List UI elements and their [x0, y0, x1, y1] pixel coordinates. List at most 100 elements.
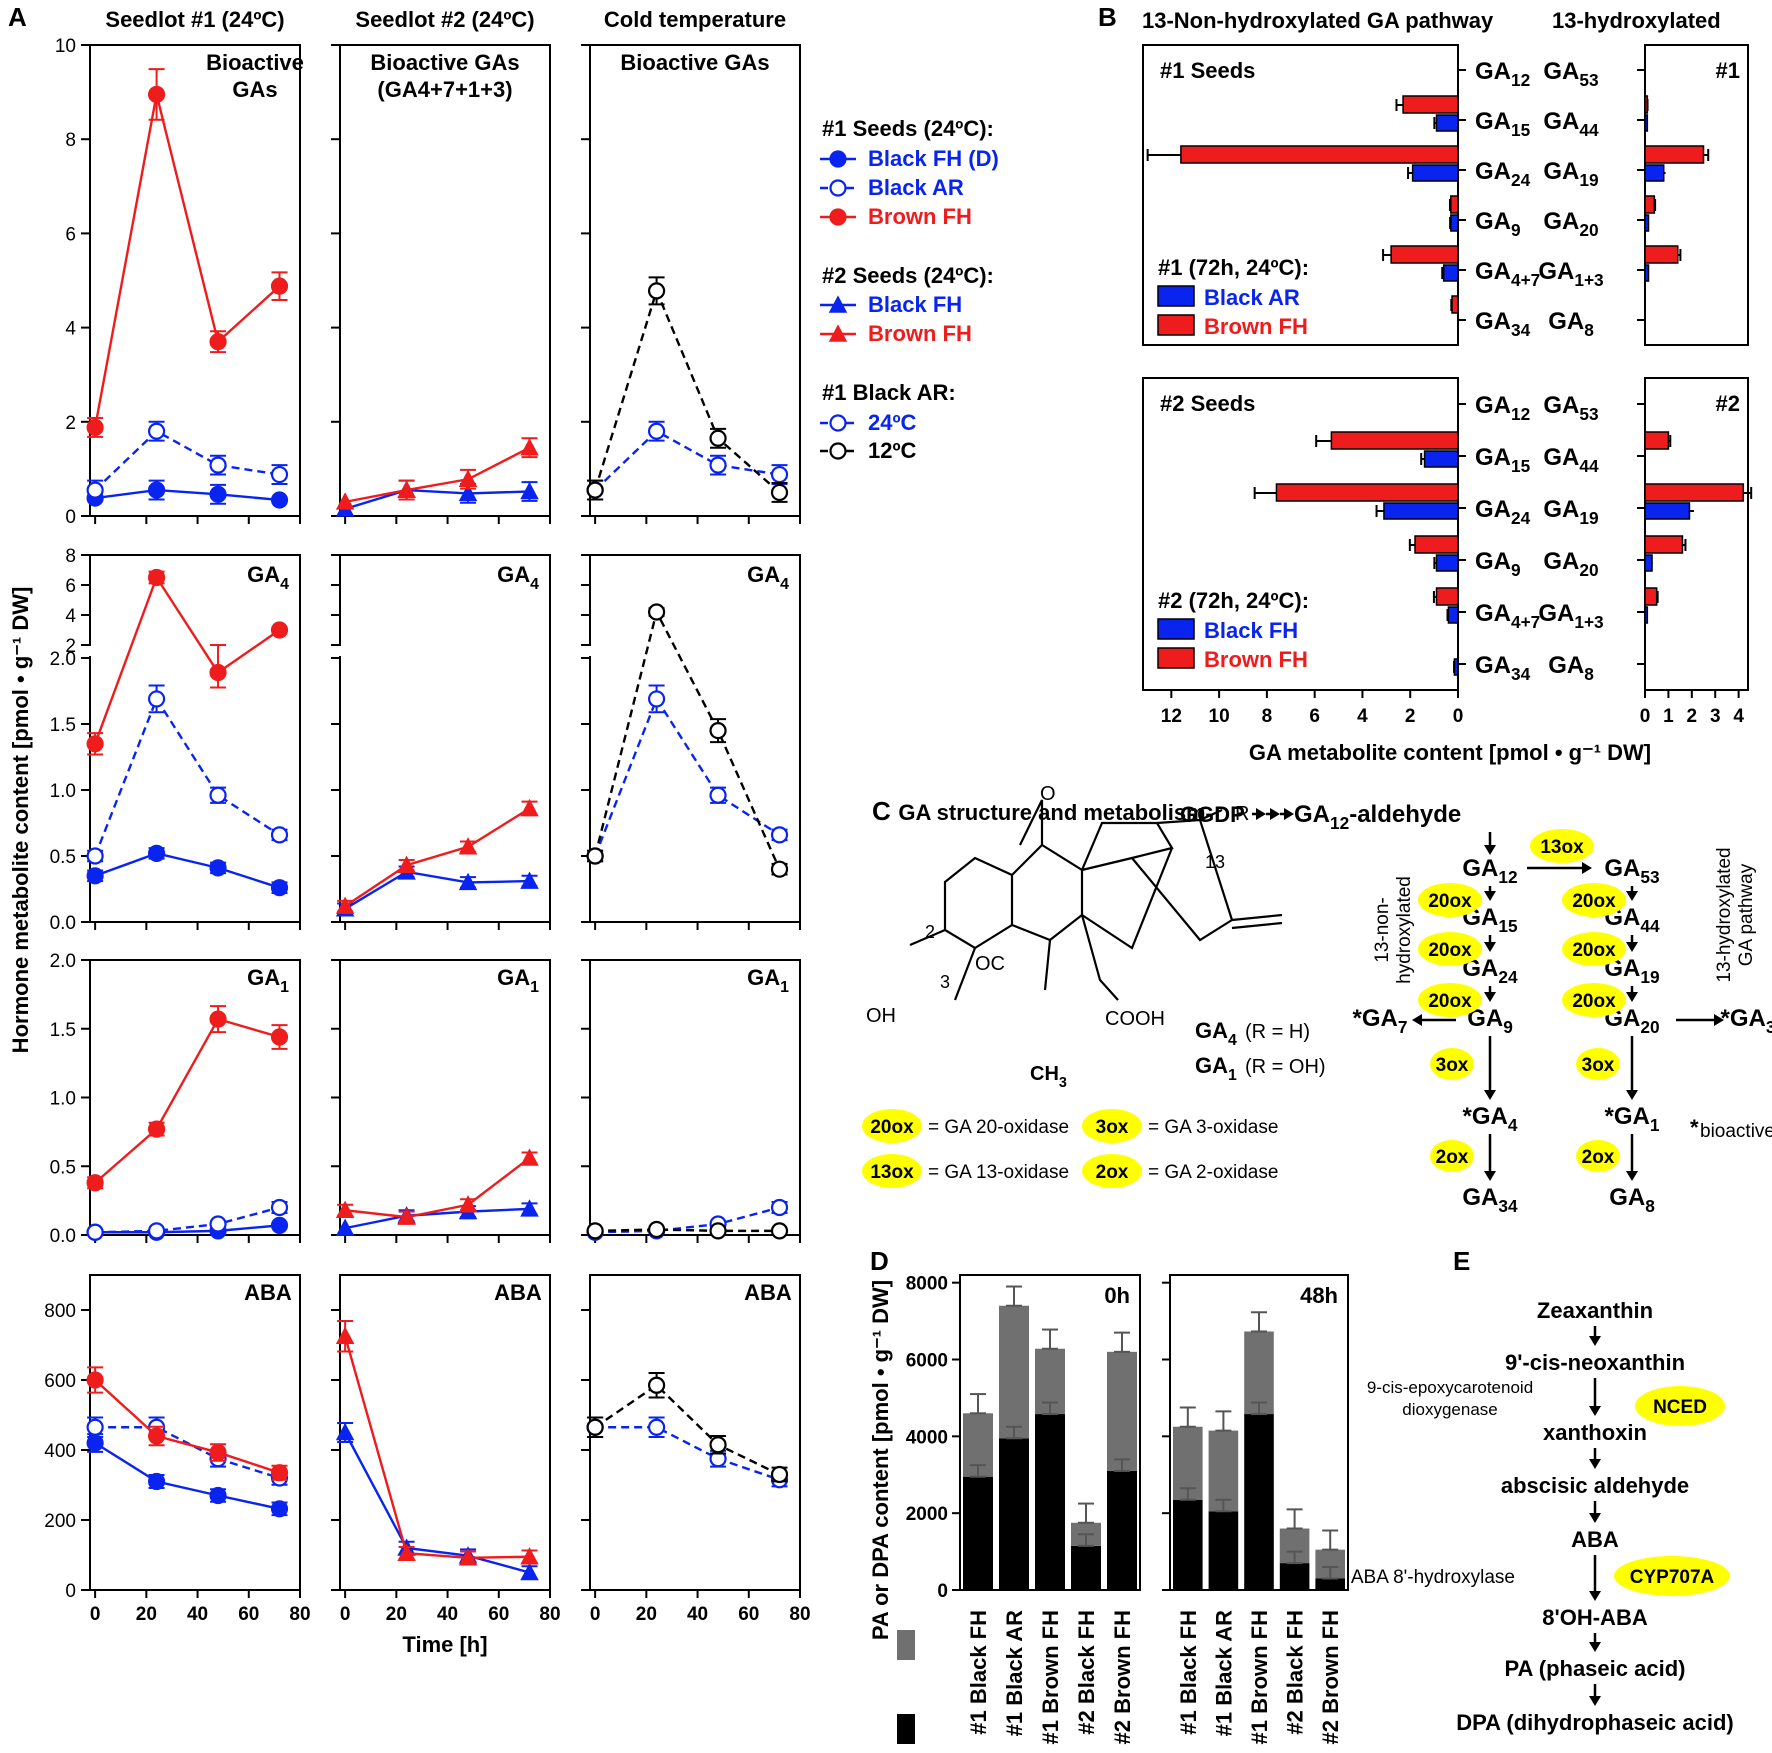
legend-title: #2 (72h, 24ºC):: [1158, 588, 1309, 613]
data-point: [520, 1148, 539, 1166]
y-tick-label: 0.5: [50, 847, 76, 868]
metabolite-label-left: GA15: [1475, 108, 1531, 140]
plot-frame: [89, 44, 301, 517]
data-point: [147, 568, 166, 587]
series-line: [344, 488, 530, 511]
legend-item: Black FH: [868, 292, 962, 317]
legend-item: 12ºC: [868, 438, 917, 463]
pathway-step: xanthoxin: [1543, 1420, 1647, 1445]
data-point: [458, 483, 478, 502]
data-point: [770, 826, 789, 844]
data-point: [647, 1376, 666, 1394]
series-line: [344, 1431, 530, 1574]
y-tick-label: 10: [55, 36, 76, 57]
pathway-step: DPA (dihydrophaseic acid): [1456, 1710, 1734, 1735]
enzyme-20ox-label: 20ox: [1572, 891, 1616, 912]
bar-brown: [1275, 483, 1459, 502]
arrow-head: [1626, 891, 1638, 901]
arrow-head: [1484, 845, 1496, 855]
seedlot-label: #1: [1716, 58, 1740, 83]
series-line: [594, 1383, 781, 1476]
bar-dpa: [1315, 1578, 1345, 1590]
bar-black: [1447, 606, 1459, 624]
data-point: [458, 1195, 478, 1213]
data-point: [209, 786, 227, 804]
y-tick-label: 2.0: [50, 649, 76, 670]
metabolite-label-left: GA4+7: [1475, 258, 1540, 290]
legend-title: #1 (72h, 24ºC):: [1158, 255, 1309, 280]
arrow-head: [1626, 1090, 1638, 1100]
panel-letter-d: D: [870, 1246, 889, 1276]
panel-letter-c: C: [872, 796, 891, 826]
enzyme-13ox-label: 13ox: [1540, 837, 1584, 858]
data-point: [520, 481, 539, 500]
legend-marker: [829, 208, 847, 226]
series-line: [94, 1017, 280, 1184]
bar-dpa: [1208, 1511, 1239, 1590]
pathway-right-node: GA53: [1604, 855, 1659, 887]
enzyme-text: dioxygenase: [1402, 1400, 1497, 1419]
plot-frame: [339, 1274, 551, 1591]
bar-black: [1644, 164, 1665, 182]
plot-frame: [1142, 44, 1459, 346]
metabolite-label-right: GA1+3: [1538, 600, 1603, 632]
data-point: [709, 721, 727, 740]
enzyme-nced-label: NCED: [1653, 1397, 1707, 1418]
bar-pa: [1107, 1351, 1137, 1471]
data-point: [270, 277, 289, 295]
row-label-ga1: GA1: [497, 965, 539, 996]
arrow-head: [1589, 1513, 1601, 1523]
enzyme-20ox-label: 20ox: [1572, 940, 1616, 961]
enzyme-legend-text: = GA 2-oxidase: [1148, 1162, 1278, 1183]
data-point: [209, 1010, 227, 1028]
panel-letter-e: E: [1453, 1246, 1470, 1276]
category-label: #1 Black FH: [1176, 1610, 1201, 1735]
plot-frame: [339, 959, 551, 1236]
struct-13: 13: [1205, 852, 1225, 872]
struct-ch3: CH3: [1030, 1063, 1067, 1091]
timepoint-label: 48h: [1300, 1283, 1338, 1308]
bar-brown: [1644, 145, 1705, 164]
data-point: [209, 859, 227, 877]
plot-frame: [589, 554, 801, 923]
y-tick-label: 200: [44, 1511, 76, 1532]
data-point: [86, 1174, 104, 1192]
pathway-step: PA (phaseic acid): [1505, 1656, 1686, 1681]
x-tick-label: 1: [1663, 706, 1674, 727]
x-tick-label: 80: [789, 1604, 810, 1625]
panel-letter-b: B: [1098, 2, 1117, 32]
series-line: [594, 429, 780, 491]
data-point: [147, 1472, 166, 1491]
data-point: [770, 1222, 789, 1240]
legend-item: Black FH: [1204, 618, 1298, 643]
x-tick-label: 0: [90, 1604, 101, 1625]
data-point: [209, 1486, 227, 1505]
data-point: [270, 879, 289, 897]
data-point: [770, 1465, 789, 1484]
y-tick-label: 4: [65, 319, 76, 340]
data-point: [335, 1326, 355, 1344]
bar-black: [1435, 554, 1459, 572]
enzyme-20ox-label: 20ox: [1428, 891, 1472, 912]
column-title: Cold temperature: [604, 7, 786, 32]
series-line: [593, 287, 781, 494]
x-tick-label: 0: [590, 1604, 601, 1625]
series-line: [94, 1379, 280, 1474]
bar-dpa: [1035, 1414, 1065, 1590]
bioactive-star: *: [1690, 1115, 1699, 1140]
bar-black: [1644, 606, 1649, 624]
row-label-aba: ABA: [744, 1280, 792, 1305]
y-tick-label: 8: [65, 130, 76, 151]
y-tick-label: 6: [65, 224, 76, 245]
bar-black: [1644, 214, 1650, 232]
pathway-left-node: GA34: [1462, 1184, 1518, 1216]
metabolite-label-right: GA19: [1543, 496, 1598, 528]
bar-brown: [1644, 483, 1745, 502]
series-line: [344, 870, 530, 910]
y-tick-label: 1.5: [50, 1020, 76, 1041]
bar-brown: [1435, 587, 1459, 606]
plot-frame: [89, 1274, 301, 1591]
metabolite-label-right: GA44: [1543, 108, 1599, 140]
bar-black: [1442, 264, 1459, 282]
enzyme-2ox: [1430, 1140, 1474, 1172]
